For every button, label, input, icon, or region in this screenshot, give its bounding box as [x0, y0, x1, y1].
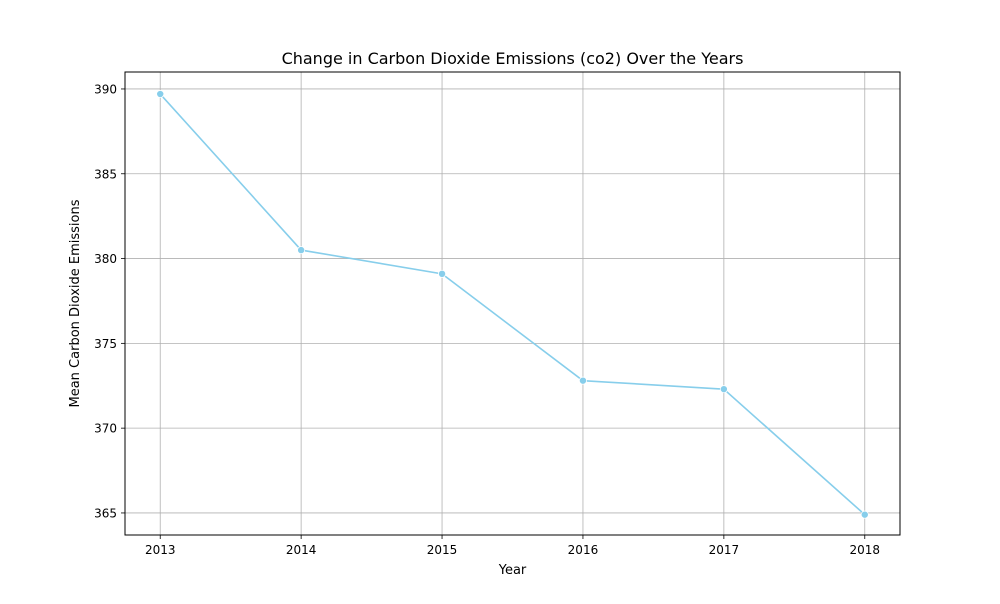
- data-point: [719, 385, 728, 394]
- tick-layer: 2013 2014 2015 2016 2017 2018 365 370 375 380 385 3…: [94, 82, 880, 557]
- series-layer: [156, 90, 869, 519]
- x-tick-label: 2014: [286, 543, 317, 557]
- chart-title: Change in Carbon Dioxide Emissions (co2)…: [282, 49, 744, 68]
- data-point: [860, 510, 869, 519]
- grid-layer: [125, 72, 900, 535]
- y-axis-label: Mean Carbon Dioxide Emissions: [68, 199, 83, 407]
- y-tick-label: 370: [94, 422, 117, 436]
- data-point: [156, 90, 165, 99]
- data-point: [297, 246, 306, 255]
- x-tick-label: 2015: [427, 543, 458, 557]
- x-tick-label: 2018: [849, 543, 880, 557]
- y-tick-label: 380: [94, 252, 117, 266]
- data-point: [438, 269, 447, 278]
- y-tick-label: 365: [94, 506, 117, 520]
- x-axis-label: Year: [498, 563, 527, 578]
- plot-frame: [124, 71, 901, 536]
- y-tick-label: 385: [94, 167, 117, 181]
- series-line: [159, 93, 866, 516]
- x-tick-label: 2017: [709, 543, 740, 557]
- y-tick-label: 390: [94, 82, 117, 96]
- data-point: [578, 376, 587, 385]
- y-tick-label: 375: [94, 337, 117, 351]
- x-tick-label: 2016: [568, 543, 599, 557]
- x-tick-label: 2013: [145, 543, 176, 557]
